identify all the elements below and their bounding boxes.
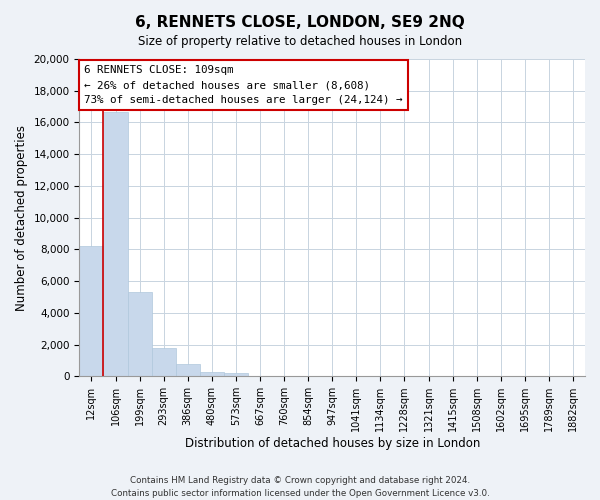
Text: 6 RENNETS CLOSE: 109sqm
← 26% of detached houses are smaller (8,608)
73% of semi: 6 RENNETS CLOSE: 109sqm ← 26% of detache… — [85, 66, 403, 105]
Y-axis label: Number of detached properties: Number of detached properties — [15, 124, 28, 310]
Text: Contains HM Land Registry data © Crown copyright and database right 2024.
Contai: Contains HM Land Registry data © Crown c… — [110, 476, 490, 498]
Bar — [103, 112, 128, 376]
Bar — [200, 372, 224, 376]
Bar — [79, 246, 103, 376]
Text: Size of property relative to detached houses in London: Size of property relative to detached ho… — [138, 35, 462, 48]
Text: 6, RENNETS CLOSE, LONDON, SE9 2NQ: 6, RENNETS CLOSE, LONDON, SE9 2NQ — [135, 15, 465, 30]
Bar — [224, 373, 248, 376]
Bar — [152, 348, 176, 376]
Bar — [128, 292, 152, 376]
Bar — [176, 364, 200, 376]
X-axis label: Distribution of detached houses by size in London: Distribution of detached houses by size … — [185, 437, 480, 450]
